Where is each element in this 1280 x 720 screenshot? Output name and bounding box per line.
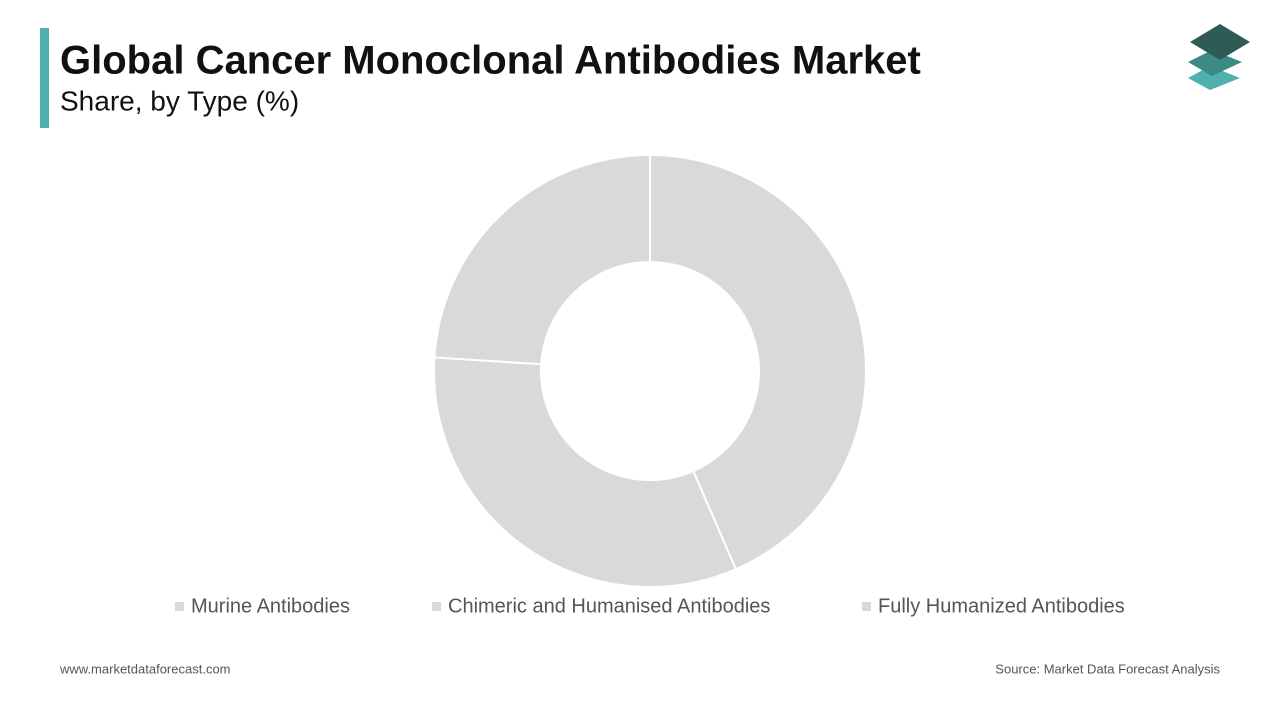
chart-title: Global Cancer Monoclonal Antibodies Mark… bbox=[60, 39, 921, 83]
legend-label: Chimeric and Humanised Antibodies bbox=[448, 595, 770, 617]
donut-segment bbox=[649, 153, 867, 571]
donut-segment bbox=[433, 356, 738, 588]
legend-swatch bbox=[432, 602, 441, 611]
legend-label: Murine Antibodies bbox=[191, 595, 350, 617]
chart-subtitle: Share, by Type (%) bbox=[60, 85, 299, 116]
title-accent bbox=[40, 28, 49, 128]
donut-segment bbox=[433, 153, 651, 366]
legend-swatch bbox=[175, 602, 184, 611]
source: Source: Market Data Forecast Analysis bbox=[995, 661, 1220, 676]
legend-label: Fully Humanized Antibodies bbox=[878, 595, 1125, 617]
legend-swatch bbox=[862, 602, 871, 611]
logo bbox=[1188, 24, 1250, 90]
website: www.marketdataforecast.com bbox=[59, 661, 231, 676]
